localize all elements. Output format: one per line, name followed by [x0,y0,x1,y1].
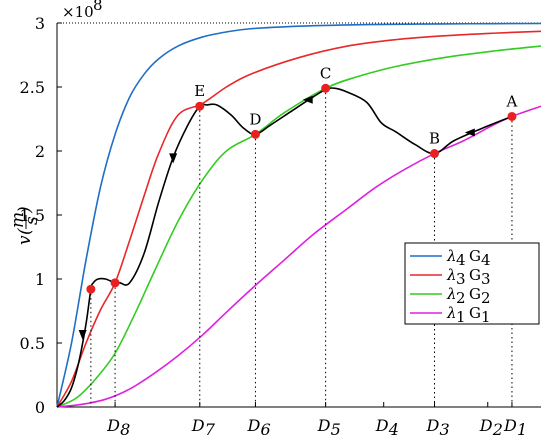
marked-point [110,278,120,288]
legend-lambda-sub: 1 [456,308,466,326]
x-tick-label: D [191,416,205,435]
y-axis-label: v(ms) [8,206,42,245]
legend-lambda: λ [446,285,457,303]
trajectory-line [56,87,513,408]
legend-lambda: λ [446,247,457,265]
y-multiplier-label: ×10 [62,3,94,21]
point-label: C [320,64,331,82]
legend-g: G [469,285,481,303]
series-layer [56,22,542,408]
marked-point [507,111,517,121]
series-line [56,30,542,408]
y-tick-label: 2.5 [20,78,45,97]
marked-point [195,101,205,111]
point-label: E [194,82,205,100]
x-tick-label-sub: 1 [517,420,527,439]
point-label: B [429,130,440,148]
y-tick-label: 1 [35,270,45,289]
legend-lambda-sub: 2 [456,289,466,307]
x-tick-label: D [246,416,260,435]
series-line [56,105,542,408]
y-axis-label-num: m [8,212,28,228]
trajectory-arrow [169,153,178,164]
trajectory-layer [56,87,513,408]
x-tick-label: D [375,416,389,435]
point-label: A [506,92,518,110]
legend-g: G [469,304,481,322]
legend-lambda-sub: 4 [456,251,466,269]
series-line [56,45,542,408]
x-tick-label-sub: 4 [388,420,399,439]
x-tick-label-sub: 8 [120,420,130,439]
legend-g-sub: 2 [481,289,491,307]
y-axis-label-den: s [22,216,42,225]
axes: 00.511.522.53×10 8v(ms)D 8 D 7 D 6 D 5 D 4 D 3 D 2 D 1 [8,0,541,439]
x-tick-label: D [479,416,493,435]
y-tick-label: 0.5 [20,334,45,353]
y-axis-label-v: v [15,235,35,245]
y-tick-label: 2 [35,142,45,161]
legend: λ 4 G 4λ 3 G 3λ 2 G 2λ 1 G 1 [404,242,540,326]
trajectory-arrow [464,128,475,137]
marked-point [430,149,440,159]
x-tick-label-sub: 6 [260,420,270,439]
marked-point [86,284,96,294]
y-multiplier-exponent: 8 [93,0,103,14]
trajectory-arrow [78,330,87,341]
legend-g-sub: 3 [481,270,491,288]
series-line [56,22,542,408]
points-layer: A B C D E [86,64,518,294]
y-tick-label: 0 [35,398,45,417]
x-tick-label: D [106,416,120,435]
x-tick-label-sub: 2 [492,420,503,439]
legend-lambda: λ [446,304,457,322]
legend-lambda-sub: 3 [456,270,466,288]
legend-g: G [469,266,481,284]
y-tick-label: 3 [35,14,45,33]
legend-g-sub: 4 [481,251,491,269]
legend-lambda: λ [446,266,457,284]
x-tick-label: D [503,416,517,435]
marked-point [321,83,331,93]
marked-point [250,129,260,139]
point-label: D [249,110,261,128]
y-axis-label-close: ) [15,206,35,214]
x-tick-label-sub: 3 [440,420,450,439]
x-tick-label-sub: 7 [205,420,216,439]
legend-g: G [469,247,481,265]
x-tick-label: D [317,416,331,435]
trajectory-arrow [302,95,313,104]
legend-g-sub: 1 [481,308,491,326]
y-axis-label-open: ( [15,228,35,235]
x-tick-label-sub: 5 [331,420,341,439]
x-tick-label: D [426,416,440,435]
